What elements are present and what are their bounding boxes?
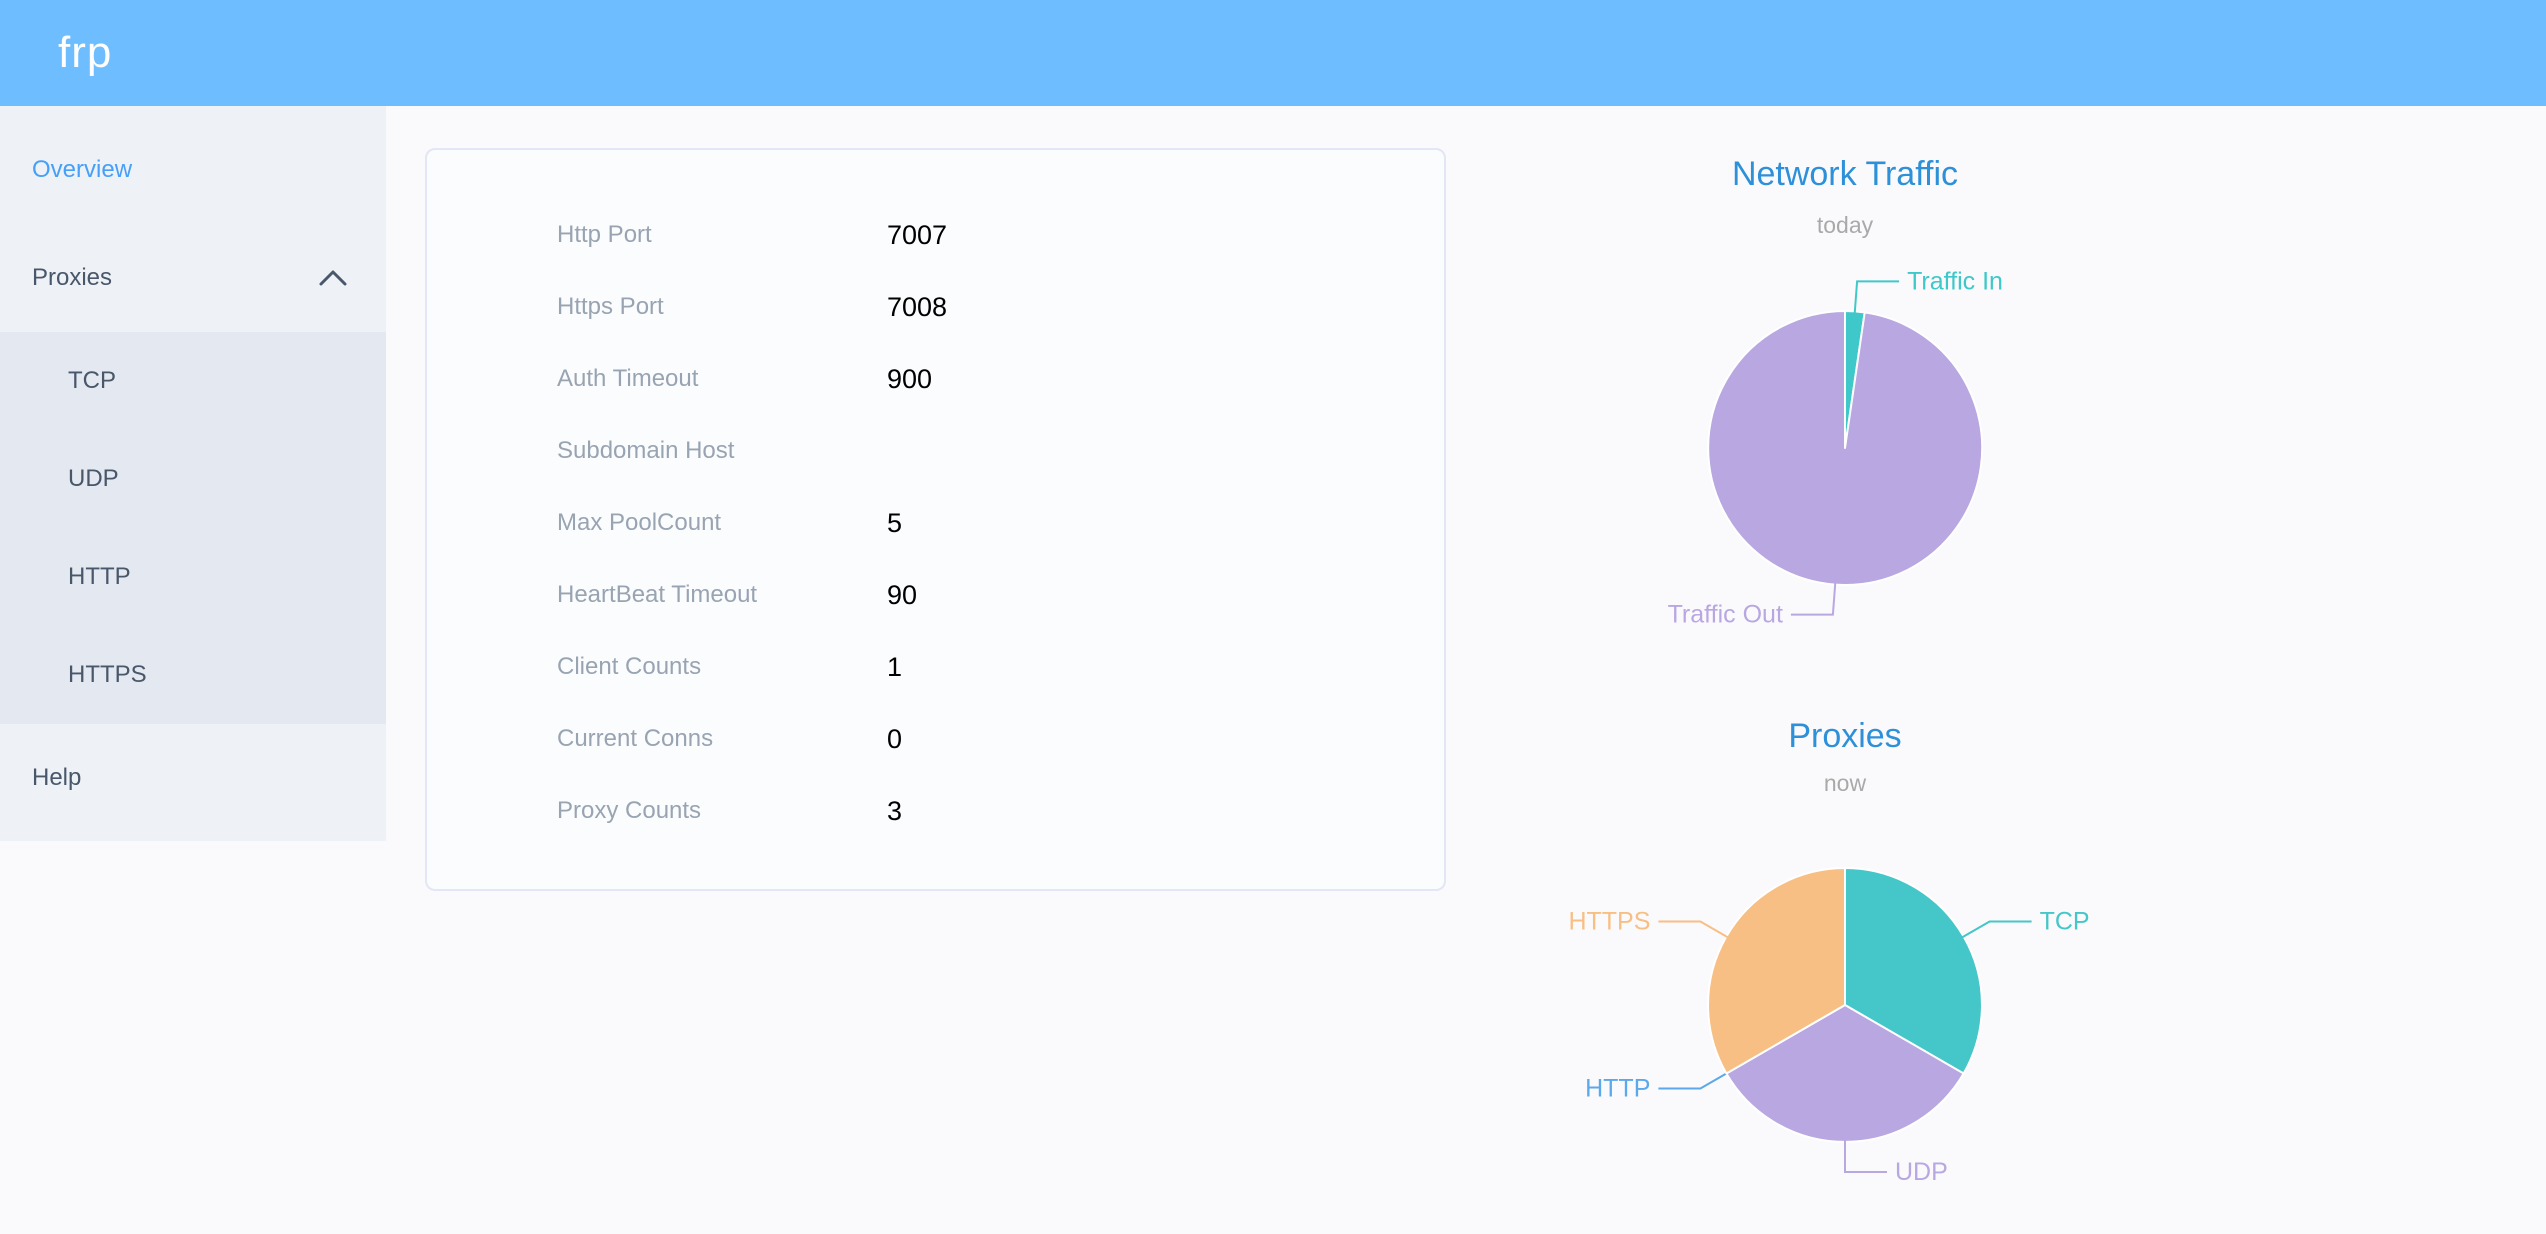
chart-title: Network Traffic [1731,155,1959,193]
https-callout-line [1658,920,1729,939]
http-label: HTTP [1585,1075,1650,1103]
info-label: Auth Timeout [557,365,699,392]
table-row: Https Port 7008 [557,271,1444,343]
sidebar: Overview Proxies TCP UDP HTTP HTTPS Help [0,106,386,841]
table-row: HeartBeat Timeout 90 [557,559,1444,631]
info-value: 0 [887,723,903,754]
table-row: Http Port 7007 [557,199,1444,271]
info-value: 3 [887,795,903,826]
sidebar-item-tcp[interactable]: TCP [68,367,116,394]
table-row: Subdomain Host [557,415,1444,487]
http-callout-line [1658,1071,1729,1090]
server-info-table: Http Port 7007 Https Port 7008 Auth Time… [427,150,1444,847]
chart-title: Proxies [1788,717,1902,755]
sidebar-item-https[interactable]: HTTPS [68,661,147,688]
sidebar-item-udp[interactable]: UDP [68,465,119,492]
tcp-callout-line [1961,920,2032,939]
info-label: Proxy Counts [557,797,702,824]
sidebar-item-overview[interactable]: Overview [32,156,133,183]
proxies-chart: Proxies now TCP UDP HTTP HTTPS [1495,700,2195,1234]
app-logo: frp [58,28,113,77]
sidebar-item-http[interactable]: HTTP [68,563,131,590]
table-row: Current Conns 0 [557,703,1444,775]
info-label: Current Conns [557,725,714,752]
traffic-out-callout-line [1790,582,1837,616]
info-value: 7008 [887,291,948,322]
info-label: Http Port [557,221,652,248]
proxies-pie[interactable]: TCP UDP HTTP HTTPS [1495,800,2195,1234]
network-traffic-chart: Network Traffic today Traffic In Traffic … [1495,140,2195,700]
traffic-in-callout-line [1853,280,1900,314]
https-label: HTTPS [1568,908,1650,936]
proxies-submenu: TCP UDP HTTP HTTPS [0,332,386,724]
traffic-out-label: Traffic Out [1668,601,1783,629]
traffic-in-label: Traffic In [1907,267,2003,295]
info-value: 900 [887,363,933,394]
server-info-card: Http Port 7007 Https Port 7008 Auth Time… [425,148,1446,891]
table-row: Max PoolCount 5 [557,487,1444,559]
app-header: frp [0,0,2546,106]
info-label: Https Port [557,293,664,320]
chart-subtitle: today [1816,212,1874,238]
network-traffic-pie[interactable]: Traffic In Traffic Out [1495,240,2195,670]
sidebar-item-help[interactable]: Help [32,764,82,791]
info-label: Subdomain Host [557,437,735,464]
info-value: 90 [887,579,918,610]
info-value: 1 [887,651,903,682]
info-label: Max PoolCount [557,509,722,536]
chart-subtitle: now [1823,770,1867,796]
info-label: HeartBeat Timeout [557,581,758,608]
pie-slice-traffic-out[interactable] [1707,310,1984,586]
tcp-label: TCP [2040,908,2090,936]
udp-label: UDP [1895,1158,1948,1186]
udp-callout-line [1844,1140,1887,1173]
info-value: 5 [887,507,903,538]
table-row: Auth Timeout 900 [557,343,1444,415]
sidebar-item-proxies[interactable]: Proxies [0,224,386,332]
table-row: Proxy Counts 3 [557,775,1444,847]
info-value: 7007 [887,219,948,250]
info-label: Client Counts [557,653,702,680]
chevron-up-icon [319,270,347,286]
sidebar-item-proxies-label: Proxies [32,264,113,291]
table-row: Client Counts 1 [557,631,1444,703]
